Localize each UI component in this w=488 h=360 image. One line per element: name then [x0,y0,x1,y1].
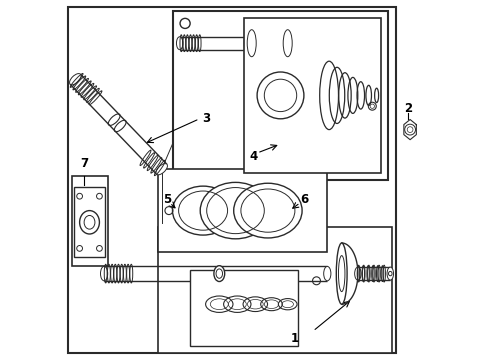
Ellipse shape [354,267,361,280]
Text: 1: 1 [290,332,298,345]
Ellipse shape [156,163,167,175]
Bar [158,227,391,353]
Ellipse shape [244,22,258,65]
Bar [190,270,298,346]
Ellipse shape [200,183,270,239]
Bar [172,11,387,180]
Text: 2: 2 [404,102,411,114]
Ellipse shape [233,183,302,238]
Ellipse shape [280,22,294,65]
Ellipse shape [387,271,391,276]
Text: 7: 7 [80,157,88,170]
Ellipse shape [172,186,233,235]
Text: 5: 5 [163,193,171,206]
Ellipse shape [386,267,393,280]
Ellipse shape [323,266,330,281]
Ellipse shape [69,73,81,85]
Text: 6: 6 [299,193,307,206]
Bar [251,22,287,65]
Bar [158,169,326,252]
Ellipse shape [257,72,303,119]
Text: 4: 4 [249,150,257,163]
Ellipse shape [336,243,346,304]
Bar [244,18,381,173]
Ellipse shape [176,37,183,50]
Bar [74,187,104,257]
Bar [72,176,107,266]
Ellipse shape [101,266,107,281]
Ellipse shape [248,37,254,50]
Ellipse shape [213,266,224,282]
Text: 3: 3 [202,112,210,125]
